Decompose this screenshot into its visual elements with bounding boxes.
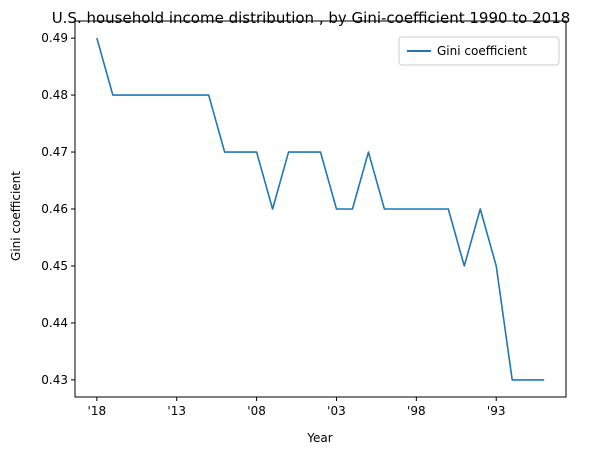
x-tick-label: '03 bbox=[327, 404, 346, 418]
plot-frame bbox=[74, 20, 567, 398]
x-tick-label: '08 bbox=[247, 404, 266, 418]
x-axis: '18 '13 '08 '03 '98 '93 bbox=[88, 397, 506, 418]
legend-box bbox=[398, 36, 560, 66]
legend: Gini coefficient bbox=[398, 36, 560, 66]
x-tick-label: '93 bbox=[487, 404, 506, 418]
y-axis: 0.43 0.44 0.45 0.46 0.47 0.48 0.49 bbox=[41, 31, 75, 387]
x-tick-label: '13 bbox=[167, 404, 186, 418]
y-tick-label: 0.49 bbox=[41, 31, 68, 45]
y-tick-label: 0.47 bbox=[41, 145, 68, 159]
series-line bbox=[96, 37, 545, 381]
y-tick-label: 0.48 bbox=[41, 88, 68, 102]
chart-title: U.S. household income distribution , by … bbox=[52, 9, 571, 27]
y-axis-label: Gini coefficient bbox=[9, 171, 23, 261]
x-axis-label: Year bbox=[306, 431, 332, 445]
x-tick-label: '98 bbox=[407, 404, 426, 418]
y-tick-label: 0.43 bbox=[41, 373, 68, 387]
plot-area: '18'13'08'03'98'93 0.430.440.450.460.470… bbox=[41, 20, 567, 418]
y-tick-label: 0.45 bbox=[41, 259, 68, 273]
x-tick-label: '18 bbox=[88, 404, 107, 418]
y-tick-label: 0.46 bbox=[41, 202, 68, 216]
legend-label: Gini coefficient bbox=[437, 44, 527, 58]
y-tick-label: 0.44 bbox=[41, 316, 68, 330]
series-layer bbox=[96, 37, 545, 381]
